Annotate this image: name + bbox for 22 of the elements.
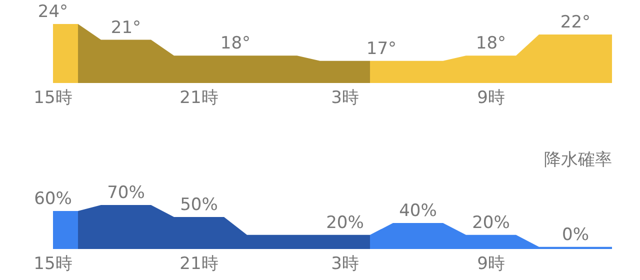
x-tick-label: 21時 <box>180 254 218 274</box>
data-label: 0% <box>562 224 589 245</box>
data-label: 22° <box>560 12 591 33</box>
data-label: 50% <box>180 194 218 215</box>
x-tick-label: 3時 <box>331 254 359 274</box>
x-tick-label: 9時 <box>477 254 505 274</box>
x-tick-label: 21時 <box>180 88 218 108</box>
data-label: 20% <box>472 212 510 233</box>
data-label: 40% <box>399 200 437 221</box>
x-tick-label: 15時 <box>34 254 72 274</box>
data-label: 70% <box>107 183 145 203</box>
data-label: 20% <box>326 212 364 233</box>
data-label: 60% <box>34 188 72 209</box>
x-tick-label: 15時 <box>34 88 72 108</box>
data-label: 24° <box>38 2 68 22</box>
data-label: 21° <box>110 18 142 38</box>
chart-title: 降水確率 <box>544 150 612 170</box>
x-tick-label: 3時 <box>331 88 359 108</box>
data-label: 17° <box>366 38 397 59</box>
data-label: 18° <box>476 34 506 54</box>
data-label: 18° <box>220 34 251 54</box>
x-tick-label: 9時 <box>477 88 505 108</box>
